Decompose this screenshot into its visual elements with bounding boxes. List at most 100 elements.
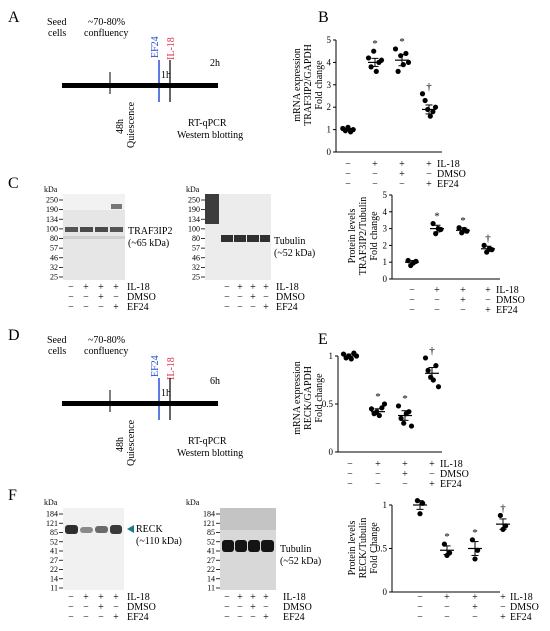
condition-label: EF24 bbox=[510, 612, 532, 623]
condition-symbol: + bbox=[113, 592, 119, 603]
condition-symbol: + bbox=[98, 292, 104, 303]
marker-label: 121 bbox=[203, 519, 215, 528]
band-lane-2 bbox=[234, 235, 246, 242]
panel-a: A Seed cells ~70-80% confluency EF24 IL-… bbox=[8, 9, 243, 148]
marker-label: 46 bbox=[50, 253, 58, 262]
condition-symbol: − bbox=[224, 592, 230, 603]
condition-label: IL-18 bbox=[510, 592, 533, 603]
marker-label: 32 bbox=[50, 263, 58, 272]
data-point bbox=[456, 225, 462, 231]
marker-label: 52 bbox=[207, 537, 215, 546]
band-lane-1 bbox=[65, 525, 78, 534]
marker-label: 11 bbox=[50, 584, 58, 593]
condition-symbol: + bbox=[372, 159, 378, 170]
panel-e-conditions: − + + + IL-18− − + − DMSO− − − + EF24 bbox=[347, 459, 469, 490]
condition-symbol: − bbox=[434, 295, 440, 306]
condition-symbol: − bbox=[113, 292, 119, 303]
data-point bbox=[422, 97, 428, 104]
condition-symbol: + bbox=[429, 459, 435, 470]
band-lane-1 bbox=[65, 227, 78, 232]
data-point bbox=[425, 367, 431, 373]
band-lane-4 bbox=[261, 540, 274, 552]
seed-cells-line1: Seed bbox=[47, 17, 66, 28]
condition-label: EF24 bbox=[283, 612, 305, 623]
panel-d: D Seed cells ~70-80% confluency EF24 IL-… bbox=[8, 327, 243, 466]
data-point bbox=[413, 258, 419, 264]
condition-symbol: − bbox=[224, 292, 230, 303]
data-point bbox=[378, 57, 385, 63]
ylabel-line1: mRNA expression bbox=[292, 361, 303, 435]
condition-label: EF24 bbox=[440, 479, 462, 490]
condition-symbol: − bbox=[372, 179, 378, 190]
confluency-line1: ~70-80% bbox=[88, 335, 125, 346]
data-point bbox=[398, 415, 404, 421]
panel-e-chart: E mRNA expression RECK/GAPDH Fold change… bbox=[292, 331, 442, 457]
ylabel-line3: Fold change bbox=[314, 60, 325, 110]
marker-label: 27 bbox=[50, 556, 58, 565]
condition-symbol: − bbox=[444, 602, 450, 613]
significance-mark: † bbox=[429, 345, 435, 357]
data-point bbox=[348, 356, 354, 362]
condition-symbol: − bbox=[263, 602, 269, 613]
band-size-tubulin: (~52 kDa) bbox=[280, 556, 321, 567]
condition-symbol: + bbox=[472, 592, 478, 603]
significance-mark: * bbox=[444, 531, 450, 543]
condition-label: DMSO bbox=[440, 469, 469, 480]
condition-symbol: − bbox=[250, 612, 256, 623]
timeline-bar bbox=[62, 401, 218, 406]
y-tick-label: 3 bbox=[383, 224, 388, 234]
significance-mark: * bbox=[375, 391, 381, 403]
significance-mark: † bbox=[485, 232, 491, 244]
band-lane-2 bbox=[80, 527, 93, 533]
band-lane-3 bbox=[247, 235, 259, 242]
panel-letter-b: B bbox=[318, 9, 329, 26]
marker-label: 100 bbox=[188, 224, 200, 233]
ylabel-line3: Fold Change bbox=[369, 522, 380, 574]
y-tick-label: 1 bbox=[329, 351, 334, 361]
marker-label: 22 bbox=[50, 565, 58, 574]
band-label-tubulin: Tubulin bbox=[280, 544, 311, 555]
condition-symbol: − bbox=[263, 292, 269, 303]
data-point bbox=[435, 384, 442, 390]
quiescence-label: Quiescence bbox=[126, 419, 137, 466]
condition-symbol: + bbox=[375, 459, 381, 470]
condition-symbol: − bbox=[83, 602, 89, 613]
data-point bbox=[430, 109, 436, 115]
data-point bbox=[401, 420, 407, 426]
one-hour-label: 1h bbox=[161, 70, 171, 81]
condition-symbol: − bbox=[68, 592, 74, 603]
condition-label: DMSO bbox=[127, 602, 156, 613]
y-tick-label: 5 bbox=[383, 190, 388, 200]
condition-label: IL-18 bbox=[127, 592, 150, 603]
condition-symbol: − bbox=[429, 469, 435, 480]
y-tick-label: 5 bbox=[327, 35, 332, 45]
data-point bbox=[472, 556, 478, 562]
marker-label: 41 bbox=[50, 547, 58, 556]
condition-symbol: + bbox=[98, 602, 104, 613]
condition-symbol: − bbox=[237, 292, 243, 303]
condition-symbol: − bbox=[345, 179, 351, 190]
marker-label: 121 bbox=[46, 519, 58, 528]
band-size-reck: (~110 kDa) bbox=[136, 536, 182, 547]
data-point bbox=[395, 403, 402, 409]
condition-label: DMSO bbox=[437, 169, 466, 180]
condition-symbol: − bbox=[68, 602, 74, 613]
data-point bbox=[373, 68, 379, 74]
data-point bbox=[419, 91, 426, 97]
condition-symbol: + bbox=[399, 169, 405, 180]
marker-label: 52 bbox=[50, 537, 58, 546]
significance-mark: * bbox=[402, 393, 408, 405]
condition-symbol: − bbox=[485, 295, 491, 306]
condition-symbol: − bbox=[434, 305, 440, 316]
band-lane-3 bbox=[95, 227, 108, 232]
condition-symbol: − bbox=[83, 612, 89, 623]
condition-symbol: − bbox=[472, 612, 478, 623]
y-tick-label: 2 bbox=[383, 240, 388, 250]
blot-tubulin bbox=[220, 508, 276, 590]
condition-symbol: − bbox=[68, 302, 74, 313]
condition-symbol: + bbox=[399, 159, 405, 170]
panel-letter-c: C bbox=[8, 175, 19, 192]
